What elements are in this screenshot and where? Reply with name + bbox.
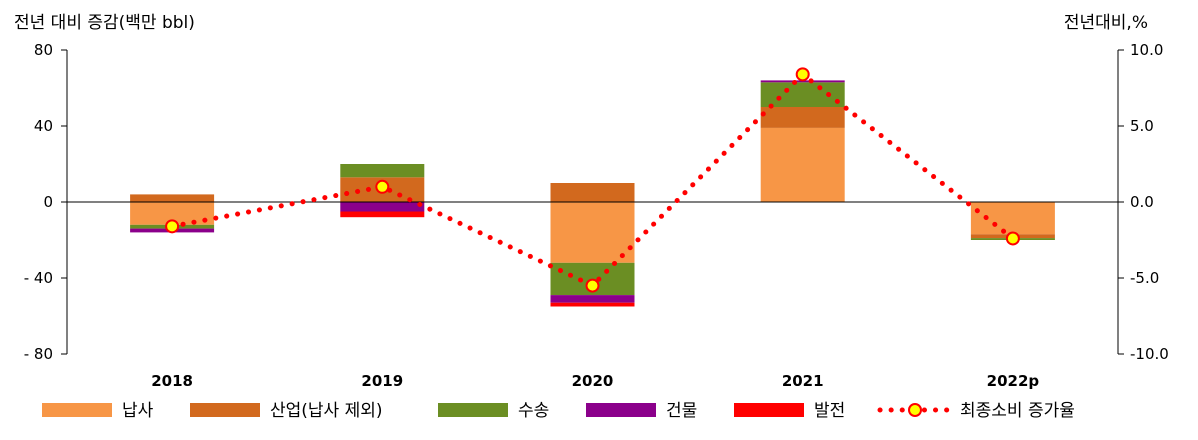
growth-rate-point-2018 <box>165 219 180 234</box>
legend-swatch-4 <box>734 403 804 417</box>
legend-label-2: 수송 <box>518 401 549 421</box>
legend-swatch-0 <box>42 403 112 417</box>
bar-2019-4 <box>340 211 425 218</box>
legend-line-marker <box>908 403 922 417</box>
bar-2021-1 <box>760 107 845 128</box>
bar-2018-1 <box>130 194 215 202</box>
y2-tick-label: -5.0 <box>1130 269 1159 287</box>
legend-swatch-1 <box>190 403 260 417</box>
bar-2021-0 <box>760 127 845 202</box>
x-tick-label: 2021 <box>782 372 824 390</box>
y2-tick-label: 0.0 <box>1130 193 1154 211</box>
bar-2018-0 <box>130 202 215 225</box>
y2-tick-label: 5.0 <box>1130 117 1154 135</box>
y-axis-title-right: 전년대비,% <box>1063 13 1148 33</box>
bar-2021-3 <box>760 80 845 83</box>
bar-2022p-0 <box>970 202 1055 235</box>
x-tick-label: 2019 <box>361 372 403 390</box>
x-tick-label: 2020 <box>572 372 614 390</box>
legend-swatch-2 <box>438 403 508 417</box>
x-tick-label: 2018 <box>151 372 193 390</box>
y-tick-label: 0 <box>43 193 53 211</box>
y-tick-label: - 40 <box>24 269 53 287</box>
legend-label-line: 최종소비 증가율 <box>960 401 1075 421</box>
bar-2020-3 <box>550 295 635 303</box>
growth-rate-point-2022p <box>1005 231 1020 246</box>
growth-rate-point-2020 <box>585 278 600 293</box>
legend-swatch-3 <box>586 403 656 417</box>
legend-label-4: 발전 <box>814 401 845 421</box>
bar-2021-2 <box>760 82 845 107</box>
bar-2020-0 <box>550 202 635 263</box>
x-tick-label: 2022p <box>987 372 1040 390</box>
legend-label-0: 납사 <box>122 401 154 421</box>
growth-rate-point-2019 <box>375 179 390 194</box>
legend-label-1: 산업(납사 제외) <box>270 401 383 421</box>
bar-2019-3 <box>340 202 425 212</box>
y2-tick-label: -10.0 <box>1130 345 1169 363</box>
y-tick-label: 40 <box>34 117 53 135</box>
y-tick-label: - 80 <box>24 345 53 363</box>
y2-tick-label: 10.0 <box>1130 41 1163 59</box>
y-axis-title-left: 전년 대비 증감(백만 bbl) <box>14 13 195 33</box>
y-tick-label: 80 <box>34 41 53 59</box>
bar-2019-2 <box>340 164 425 178</box>
bar-2020-4 <box>550 302 635 307</box>
growth-rate-point-2021 <box>795 67 810 82</box>
legend-label-3: 건물 <box>666 401 697 421</box>
bar-2020-1 <box>550 183 635 202</box>
